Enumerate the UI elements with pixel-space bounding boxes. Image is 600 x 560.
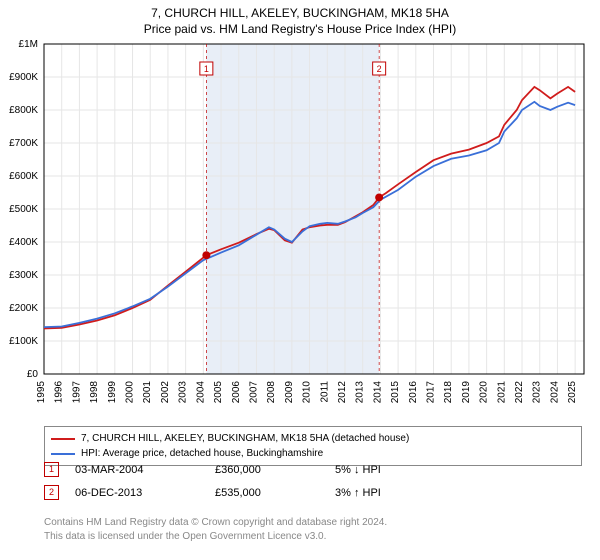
svg-text:1: 1 [204,64,209,74]
page-title: 7, CHURCH HILL, AKELEY, BUCKINGHAM, MK18… [0,6,600,20]
legend-label-hpi: HPI: Average price, detached house, Buck… [81,446,323,461]
legend-swatch-hpi [51,453,75,455]
sale-date: 06-DEC-2013 [75,487,215,499]
svg-text:£100K: £100K [9,336,38,347]
svg-text:2001: 2001 [142,381,153,404]
svg-text:2020: 2020 [479,381,490,404]
svg-text:£900K: £900K [9,72,38,83]
attribution-footer: Contains HM Land Registry data © Crown c… [44,516,387,543]
svg-text:£1M: £1M [19,39,38,50]
svg-text:£600K: £600K [9,171,38,182]
svg-text:2010: 2010 [302,381,313,404]
table-row: 1 03-MAR-2004 £360,000 5% ↓ HPI [44,462,582,477]
legend-item-price: 7, CHURCH HILL, AKELEY, BUCKINGHAM, MK18… [51,431,575,446]
legend-swatch-price [51,438,75,440]
svg-text:£400K: £400K [9,237,38,248]
svg-text:2004: 2004 [195,381,206,404]
footer-line-1: Contains HM Land Registry data © Crown c… [44,516,387,530]
sale-date: 03-MAR-2004 [75,464,215,476]
svg-text:1996: 1996 [54,381,65,404]
svg-text:£700K: £700K [9,138,38,149]
svg-text:1998: 1998 [89,381,100,404]
svg-text:2: 2 [377,64,382,74]
svg-text:2018: 2018 [443,381,454,404]
svg-text:1999: 1999 [107,381,118,404]
svg-text:2013: 2013 [355,381,366,404]
sale-diff: 3% ↑ HPI [335,487,425,499]
page-subtitle: Price paid vs. HM Land Registry's House … [0,22,600,36]
sales-table: 1 03-MAR-2004 £360,000 5% ↓ HPI 2 06-DEC… [44,462,582,508]
svg-text:2023: 2023 [532,381,543,404]
legend-label-price: 7, CHURCH HILL, AKELEY, BUCKINGHAM, MK18… [81,431,409,446]
chart-legend: 7, CHURCH HILL, AKELEY, BUCKINGHAM, MK18… [44,426,582,466]
svg-text:2006: 2006 [231,381,242,404]
svg-text:2009: 2009 [284,381,295,404]
svg-text:2005: 2005 [213,381,224,404]
svg-text:1995: 1995 [36,381,47,404]
svg-text:2003: 2003 [178,381,189,404]
table-row: 2 06-DEC-2013 £535,000 3% ↑ HPI [44,485,582,500]
svg-text:2021: 2021 [496,381,507,404]
sale-diff: 5% ↓ HPI [335,464,425,476]
svg-text:2025: 2025 [567,381,578,404]
sale-price: £360,000 [215,464,335,476]
svg-text:2015: 2015 [390,381,401,404]
price-chart: £0£100K£200K£300K£400K£500K£600K£700K£80… [44,44,584,414]
svg-text:£300K: £300K [9,270,38,281]
svg-text:2007: 2007 [248,381,259,404]
svg-text:2024: 2024 [549,381,560,404]
svg-text:2014: 2014 [372,381,383,404]
legend-item-hpi: HPI: Average price, detached house, Buck… [51,446,575,461]
svg-text:2012: 2012 [337,381,348,404]
svg-text:2008: 2008 [266,381,277,404]
svg-text:2002: 2002 [160,381,171,404]
svg-text:2022: 2022 [514,381,525,404]
svg-text:2011: 2011 [319,381,330,403]
svg-text:£200K: £200K [9,303,38,314]
svg-text:£500K: £500K [9,204,38,215]
svg-text:£0: £0 [27,369,39,380]
svg-text:2019: 2019 [461,381,472,404]
svg-text:2000: 2000 [125,381,136,404]
svg-text:2017: 2017 [426,381,437,404]
svg-text:£800K: £800K [9,105,38,116]
sale-marker-2: 2 [44,485,59,500]
svg-text:2016: 2016 [408,381,419,404]
svg-text:1997: 1997 [71,381,82,404]
sale-price: £535,000 [215,487,335,499]
footer-line-2: This data is licensed under the Open Gov… [44,530,387,544]
sale-marker-1: 1 [44,462,59,477]
